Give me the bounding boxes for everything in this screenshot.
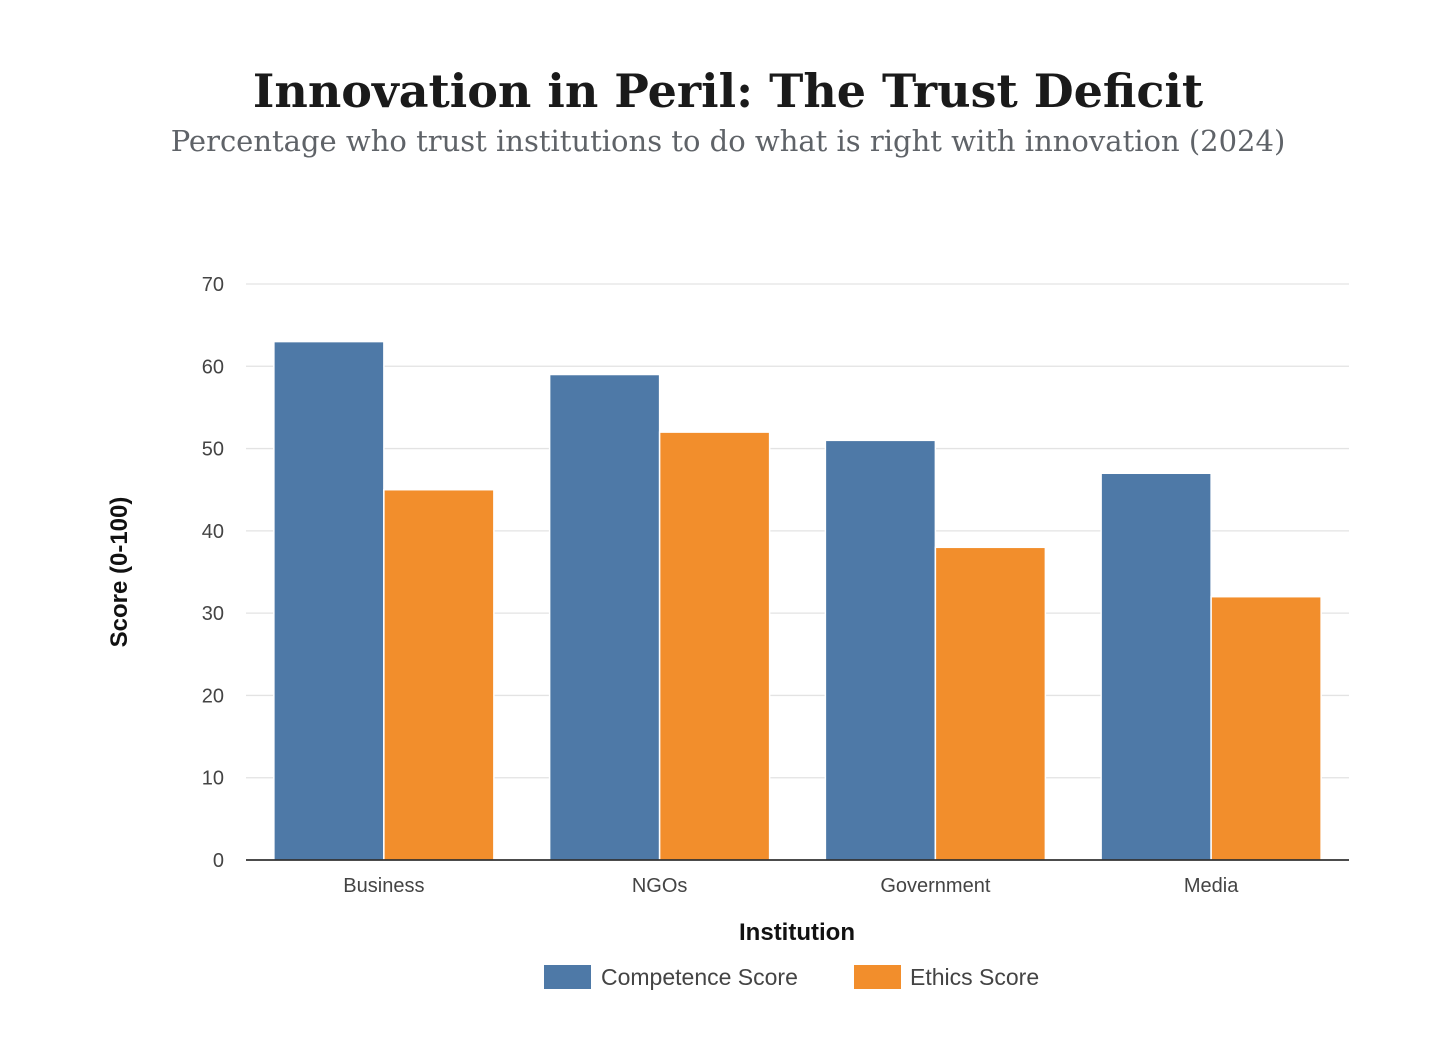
bar-ethics-score-ngos bbox=[658, 431, 771, 861]
y-tick-label: 20 bbox=[202, 685, 224, 707]
x-tick-label: NGOs bbox=[632, 875, 688, 897]
chart-title: Innovation in Peril: The Trust Deficit bbox=[253, 64, 1204, 118]
legend-label: Ethics Score bbox=[910, 964, 1039, 990]
legend-swatch-competence-score bbox=[544, 965, 591, 989]
legend-label: Competence Score bbox=[601, 964, 798, 990]
bar-competence-score-business bbox=[273, 340, 385, 861]
x-axis-ticks: Business NGOs Government Media bbox=[343, 875, 1239, 897]
bar-competence-score-government bbox=[824, 439, 937, 861]
x-tick-label: Media bbox=[1184, 875, 1239, 897]
x-tick-label: Business bbox=[343, 875, 424, 897]
y-tick-label: 10 bbox=[202, 768, 224, 790]
x-tick-label: Government bbox=[880, 875, 990, 897]
chart-subtitle: Percentage who trust institutions to do … bbox=[171, 124, 1286, 158]
y-tick-label: 40 bbox=[202, 521, 224, 543]
legend-swatch-ethics-score bbox=[854, 965, 901, 989]
y-tick-label: 30 bbox=[202, 603, 224, 625]
bars bbox=[273, 340, 1322, 861]
y-tick-label: 60 bbox=[202, 356, 224, 378]
y-axis-ticks: 0 10 20 30 40 50 60 70 bbox=[202, 274, 224, 872]
y-axis-title: Score (0-100) bbox=[106, 497, 133, 648]
bar-competence-score-ngos bbox=[548, 373, 661, 861]
y-tick-label: 50 bbox=[202, 439, 224, 461]
bar-ethics-score-business bbox=[383, 488, 495, 861]
legend: Competence Score Ethics Score bbox=[544, 964, 1039, 990]
bar-ethics-score-government bbox=[934, 546, 1047, 861]
y-tick-label: 0 bbox=[213, 850, 224, 872]
bar-ethics-score-media bbox=[1210, 595, 1322, 861]
x-axis-title: Institution bbox=[739, 919, 855, 946]
y-tick-label: 70 bbox=[202, 274, 224, 296]
bar-competence-score-media bbox=[1100, 472, 1212, 861]
